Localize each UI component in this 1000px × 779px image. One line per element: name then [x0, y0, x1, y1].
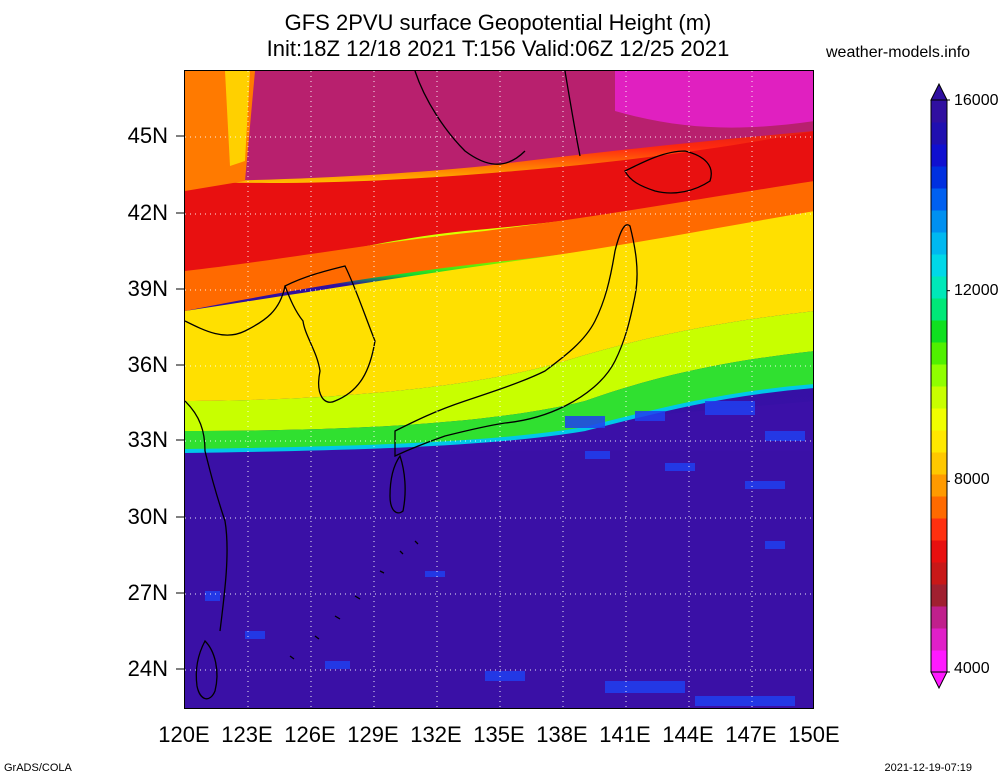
lat-label-39n: 39N [127, 276, 168, 301]
map-title: GFS 2PVU surface Geopotential Height (m) [284, 10, 712, 35]
colorbar-swatch [931, 386, 947, 409]
lon-label-120e: 120E [158, 722, 210, 747]
colorbar-swatch [931, 276, 947, 299]
site-credit: weather-models.info [826, 44, 971, 61]
colorbar-swatch [931, 188, 947, 211]
lat-label-42n: 42N [127, 200, 168, 225]
colorbar-label-16000: 16000 [954, 92, 999, 109]
colorbar-swatch [931, 408, 947, 431]
colorbar-swatch [931, 540, 947, 563]
colorbar-label-4000: 4000 [954, 660, 990, 677]
lat-label-36n: 36N [127, 352, 168, 377]
colorbar-swatch [931, 518, 947, 541]
lat-label-30n: 30N [127, 504, 168, 529]
colorbar-label-8000: 8000 [954, 471, 990, 488]
colorbar-swatch [931, 562, 947, 585]
colorbar-swatch [931, 122, 947, 145]
map-panel [184, 70, 814, 709]
lon-label-141e: 141E [599, 722, 651, 747]
colorbar-min-arrow [930, 671, 948, 690]
footer-timestamp: 2021-12-19-07:19 [884, 762, 972, 774]
colorbar-swatch [931, 100, 947, 123]
colorbar-swatch [931, 452, 947, 475]
colorbar-swatch [931, 320, 947, 343]
colorbar-max-arrow [930, 82, 948, 101]
lon-label-126e: 126E [284, 722, 336, 747]
lon-label-123e: 123E [221, 722, 273, 747]
colorbar-swatch [931, 342, 947, 365]
lat-ticks [176, 135, 184, 670]
colorbar-border [930, 99, 948, 673]
lon-label-129e: 129E [347, 722, 399, 747]
colorbar [930, 82, 950, 690]
colorbar-swatch [931, 144, 947, 167]
lon-label-138e: 138E [536, 722, 588, 747]
lon-label-150e: 150E [788, 722, 840, 747]
colorbar-swatch [931, 430, 947, 453]
colorbar-swatch [931, 474, 947, 497]
lon-label-132e: 132E [410, 722, 462, 747]
colorbar-swatch [931, 628, 947, 651]
colorbar-swatch [931, 232, 947, 255]
lat-label-45n: 45N [127, 123, 168, 148]
lon-label-135e: 135E [473, 722, 525, 747]
colorbar-swatch [931, 650, 947, 673]
lat-label-24n: 24N [127, 656, 168, 681]
lat-label-27n: 27N [127, 580, 168, 605]
lat-label-33n: 33N [127, 427, 168, 452]
lon-label-144e: 144E [662, 722, 714, 747]
colorbar-swatch [931, 584, 947, 607]
map-subtitle: Init:18Z 12/18 2021 T:156 Valid:06Z 12/2… [266, 36, 730, 61]
footer-credit: GrADS/COLA [4, 762, 72, 774]
geopotential-field [185, 71, 813, 708]
colorbar-swatch [931, 254, 947, 277]
colorbar-swatch [931, 298, 947, 321]
colorbar-swatch [931, 166, 947, 189]
colorbar-label-12000: 12000 [954, 282, 999, 299]
colorbar-swatch [931, 606, 947, 629]
colorbar-swatch [931, 496, 947, 519]
colorbar-swatch [931, 210, 947, 233]
lon-label-147e: 147E [725, 722, 777, 747]
colorbar-swatch [931, 364, 947, 387]
